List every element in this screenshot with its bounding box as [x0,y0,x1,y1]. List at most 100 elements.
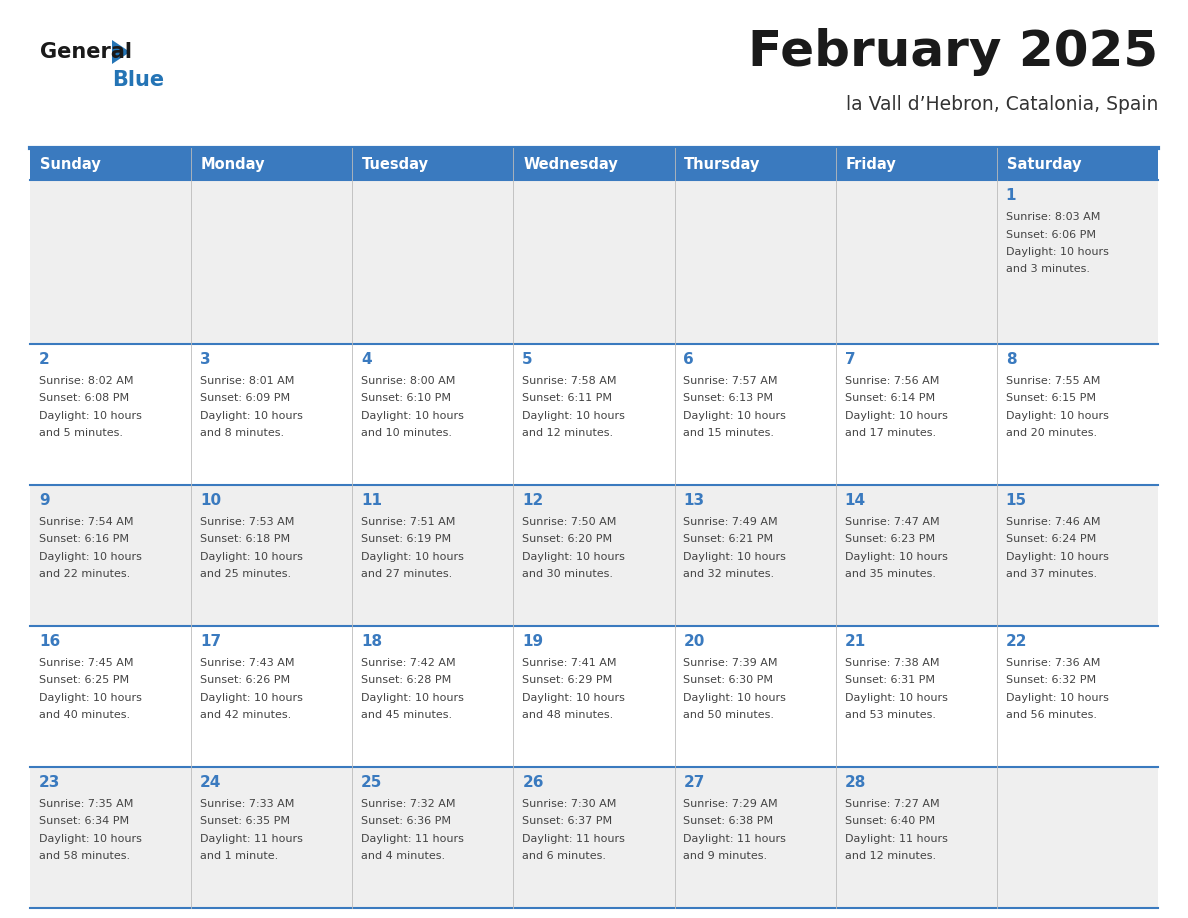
Bar [513,180,675,344]
Text: Daylight: 10 hours: Daylight: 10 hours [1006,247,1108,257]
Text: and 48 minutes.: and 48 minutes. [523,711,613,721]
Bar [513,626,675,767]
Bar [191,485,353,626]
Bar [191,344,353,485]
Text: Sunset: 6:20 PM: Sunset: 6:20 PM [523,534,613,544]
Text: Daylight: 10 hours: Daylight: 10 hours [683,410,786,420]
Text: Sunrise: 7:42 AM: Sunrise: 7:42 AM [361,658,456,668]
Text: Sunset: 6:32 PM: Sunset: 6:32 PM [1006,676,1095,686]
Text: Daylight: 10 hours: Daylight: 10 hours [361,552,465,562]
Text: 1: 1 [1006,188,1016,203]
Text: Daylight: 10 hours: Daylight: 10 hours [523,552,625,562]
Text: Sunset: 6:25 PM: Sunset: 6:25 PM [39,676,129,686]
Text: Sunrise: 7:27 AM: Sunrise: 7:27 AM [845,799,940,809]
Text: 10: 10 [200,493,221,508]
Text: 28: 28 [845,775,866,790]
Text: Sunset: 6:24 PM: Sunset: 6:24 PM [1006,534,1097,544]
Text: Sunset: 6:40 PM: Sunset: 6:40 PM [845,816,935,826]
Text: la Vall d’Hebron, Catalonia, Spain: la Vall d’Hebron, Catalonia, Spain [846,95,1158,115]
Text: Daylight: 10 hours: Daylight: 10 hours [39,693,141,703]
Bar [30,148,191,180]
Text: and 42 minutes.: and 42 minutes. [200,711,291,721]
Text: Daylight: 10 hours: Daylight: 10 hours [200,410,303,420]
Text: Sunrise: 7:36 AM: Sunrise: 7:36 AM [1006,658,1100,668]
Text: 26: 26 [523,775,544,790]
Text: Sunset: 6:28 PM: Sunset: 6:28 PM [361,676,451,686]
Text: Sunset: 6:35 PM: Sunset: 6:35 PM [200,816,290,826]
Text: and 56 minutes.: and 56 minutes. [1006,711,1097,721]
Bar [997,148,1158,180]
Text: Monday: Monday [201,156,265,172]
Text: Sunset: 6:06 PM: Sunset: 6:06 PM [1006,230,1095,240]
Bar [835,767,997,908]
Text: Sunset: 6:31 PM: Sunset: 6:31 PM [845,676,935,686]
Text: Daylight: 10 hours: Daylight: 10 hours [200,552,303,562]
Bar [835,180,997,344]
Bar [353,767,513,908]
Text: Sunrise: 7:49 AM: Sunrise: 7:49 AM [683,517,778,527]
Text: Daylight: 10 hours: Daylight: 10 hours [361,410,465,420]
Text: Sunset: 6:29 PM: Sunset: 6:29 PM [523,676,613,686]
Text: Sunset: 6:13 PM: Sunset: 6:13 PM [683,393,773,403]
Text: and 6 minutes.: and 6 minutes. [523,852,606,861]
Bar [675,626,835,767]
Bar [997,767,1158,908]
Text: 24: 24 [200,775,221,790]
Text: Sunset: 6:14 PM: Sunset: 6:14 PM [845,393,935,403]
Text: 5: 5 [523,352,533,367]
Bar [675,485,835,626]
Text: 3: 3 [200,352,210,367]
Bar [997,180,1158,344]
Text: Sunrise: 7:56 AM: Sunrise: 7:56 AM [845,375,939,386]
Text: and 32 minutes.: and 32 minutes. [683,569,775,579]
Text: Sunset: 6:18 PM: Sunset: 6:18 PM [200,534,290,544]
Text: 27: 27 [683,775,704,790]
Text: Friday: Friday [846,156,896,172]
Bar [997,485,1158,626]
Text: and 1 minute.: and 1 minute. [200,852,278,861]
Text: and 50 minutes.: and 50 minutes. [683,711,775,721]
Text: Daylight: 11 hours: Daylight: 11 hours [200,834,303,844]
Text: Sunset: 6:30 PM: Sunset: 6:30 PM [683,676,773,686]
Bar [675,148,835,180]
Text: 2: 2 [39,352,50,367]
Text: 18: 18 [361,634,383,649]
Text: and 35 minutes.: and 35 minutes. [845,569,936,579]
Text: and 17 minutes.: and 17 minutes. [845,429,936,438]
Text: and 25 minutes.: and 25 minutes. [200,569,291,579]
Text: Blue: Blue [112,70,164,90]
Text: Daylight: 10 hours: Daylight: 10 hours [683,693,786,703]
Text: Sunrise: 7:29 AM: Sunrise: 7:29 AM [683,799,778,809]
Text: and 40 minutes.: and 40 minutes. [39,711,129,721]
Text: 19: 19 [523,634,543,649]
Text: 20: 20 [683,634,704,649]
Text: 22: 22 [1006,634,1028,649]
Bar [997,626,1158,767]
Text: 4: 4 [361,352,372,367]
Text: 12: 12 [523,493,544,508]
Text: Saturday: Saturday [1006,156,1081,172]
Text: 23: 23 [39,775,61,790]
Text: and 27 minutes.: and 27 minutes. [361,569,453,579]
Bar [191,148,353,180]
Text: 14: 14 [845,493,866,508]
Text: and 37 minutes.: and 37 minutes. [1006,569,1097,579]
Bar [191,180,353,344]
Bar [30,767,191,908]
Text: Sunrise: 7:47 AM: Sunrise: 7:47 AM [845,517,940,527]
Bar [30,344,191,485]
Bar [353,180,513,344]
Text: Sunset: 6:10 PM: Sunset: 6:10 PM [361,393,451,403]
Text: Daylight: 10 hours: Daylight: 10 hours [523,693,625,703]
Text: and 20 minutes.: and 20 minutes. [1006,429,1097,438]
Text: Sunset: 6:34 PM: Sunset: 6:34 PM [39,816,129,826]
Text: 17: 17 [200,634,221,649]
Text: Sunrise: 8:02 AM: Sunrise: 8:02 AM [39,375,133,386]
Text: and 12 minutes.: and 12 minutes. [845,852,936,861]
Text: 11: 11 [361,493,383,508]
Text: Daylight: 10 hours: Daylight: 10 hours [361,693,465,703]
Text: 6: 6 [683,352,694,367]
Text: Sunrise: 7:43 AM: Sunrise: 7:43 AM [200,658,295,668]
Text: Sunrise: 7:39 AM: Sunrise: 7:39 AM [683,658,778,668]
Bar [30,180,191,344]
